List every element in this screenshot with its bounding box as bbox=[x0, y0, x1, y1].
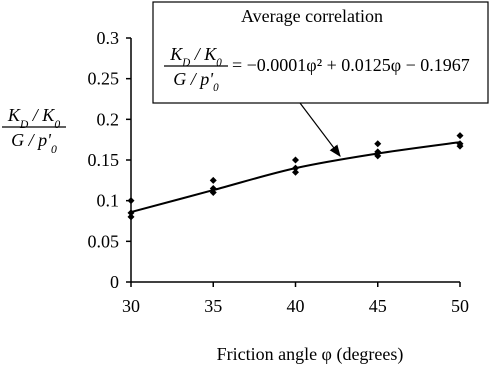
y-tick-label: 0.25 bbox=[88, 69, 120, 89]
y-axis-label-numerator: KD / K0 bbox=[7, 105, 60, 131]
y-axis-label-part: / K bbox=[28, 105, 55, 125]
x-axis-label: Friction angle φ (degrees) bbox=[217, 344, 404, 365]
annotation-fraction-part: / K bbox=[190, 44, 217, 64]
x-tick-label: 35 bbox=[204, 296, 222, 316]
annotation-fraction-part: D bbox=[181, 57, 190, 69]
y-axis-label-part: 0 bbox=[54, 118, 60, 131]
data-point bbox=[456, 132, 464, 140]
data-point bbox=[374, 148, 382, 156]
annotation-fraction-denominator: G / p'0 bbox=[173, 69, 219, 94]
annotation-fraction-part: 0 bbox=[213, 82, 219, 94]
data-point bbox=[292, 156, 299, 164]
data-point bbox=[456, 142, 464, 150]
fit-curve bbox=[130, 141, 461, 214]
data-point bbox=[209, 184, 217, 192]
annotation-equation: = −0.0001φ² + 0.0125φ − 0.1967 bbox=[232, 55, 470, 75]
data-point bbox=[292, 168, 299, 176]
annotation-fraction-part: K bbox=[169, 44, 183, 64]
data-point bbox=[292, 164, 299, 172]
annotation-fraction-part: G / p' bbox=[173, 69, 214, 89]
x-tick-label: 40 bbox=[287, 296, 305, 316]
y-tick-label: 0.05 bbox=[88, 231, 120, 251]
y-tick-label: 0 bbox=[110, 272, 119, 292]
annotation-title: Average correlation bbox=[241, 6, 383, 26]
x-tick-label: 45 bbox=[369, 296, 387, 316]
annotation-arrow bbox=[299, 102, 341, 157]
y-axis-label-part: 0 bbox=[51, 143, 57, 156]
x-tick-label: 30 bbox=[122, 296, 140, 316]
data-point bbox=[127, 209, 135, 217]
data-point bbox=[374, 140, 382, 148]
annotation-fraction-part: 0 bbox=[216, 57, 222, 69]
y-tick-label: 0.1 bbox=[97, 191, 120, 211]
data-point bbox=[127, 197, 135, 205]
y-tick-label: 0.2 bbox=[97, 109, 120, 129]
y-tick-label: 0.3 bbox=[97, 28, 120, 48]
data-point bbox=[127, 213, 135, 221]
y-axis-label-part: K bbox=[7, 105, 21, 125]
y-axis-label-part: D bbox=[19, 118, 29, 131]
data-point bbox=[209, 189, 217, 197]
y-axis-label-part: G / p' bbox=[11, 130, 52, 150]
data-point bbox=[209, 176, 217, 184]
x-tick-label: 50 bbox=[451, 296, 469, 316]
annotation-fraction-numerator: KD / K0 bbox=[169, 44, 222, 69]
annotation-box bbox=[152, 1, 489, 104]
data-point bbox=[374, 152, 382, 160]
y-tick-label: 0.15 bbox=[88, 150, 120, 170]
y-axis-label-denominator: G / p'0 bbox=[11, 130, 57, 156]
